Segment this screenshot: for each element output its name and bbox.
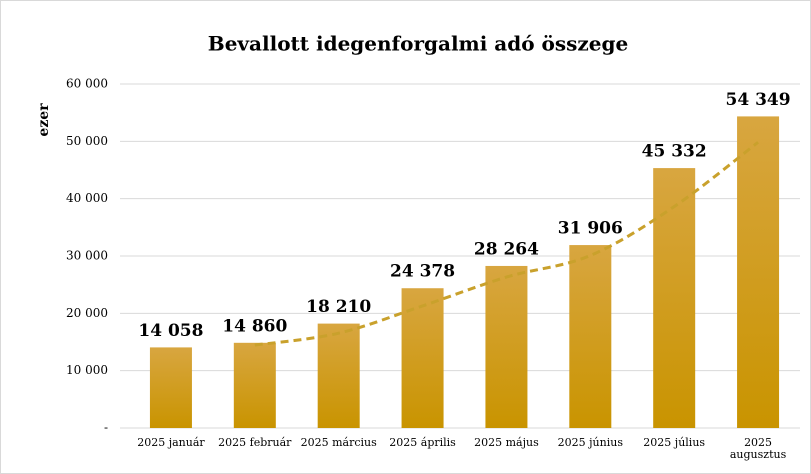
x-tick-label: 2025 március (300, 436, 377, 449)
y-tick-label: - (104, 421, 108, 435)
trendline (254, 141, 759, 347)
x-tick-label: 2025 január (137, 436, 205, 449)
data-label: 31 906 (558, 219, 623, 239)
x-tick-label: 2025 február (218, 436, 292, 449)
x-tick-label: 2025 július (643, 436, 706, 449)
data-label: 45 332 (642, 142, 707, 162)
bar (317, 323, 360, 428)
y-tick-label: 50 000 (66, 134, 108, 148)
bar (737, 116, 780, 429)
data-label: 14 860 (222, 316, 287, 336)
y-tick-label: 40 000 (66, 191, 108, 205)
x-tick-label: 2025 április (389, 436, 456, 449)
x-tick-label: 2025 május (474, 436, 539, 449)
bar (401, 288, 444, 428)
data-label: 18 210 (306, 297, 371, 317)
data-label: 24 378 (390, 262, 455, 282)
bar (233, 342, 276, 428)
bar (653, 168, 696, 428)
y-axis-label: ezer (36, 103, 52, 137)
bar (485, 265, 528, 428)
x-tick-label: 2025 augusztus (729, 436, 787, 461)
data-label: 28 264 (474, 239, 539, 259)
y-tick-label: 30 000 (66, 249, 108, 263)
chart-title: Bevallott idegenforgalmi adó összege (208, 32, 628, 56)
y-tick-label: 10 000 (66, 363, 108, 377)
y-tick-label: 60 000 (66, 77, 108, 91)
bar (569, 245, 612, 428)
y-tick-label: 20 000 (66, 306, 108, 320)
data-label: 14 058 (138, 321, 203, 341)
bar (149, 347, 192, 428)
data-label: 54 349 (726, 90, 791, 110)
x-tick-label: 2025 június (557, 436, 623, 449)
